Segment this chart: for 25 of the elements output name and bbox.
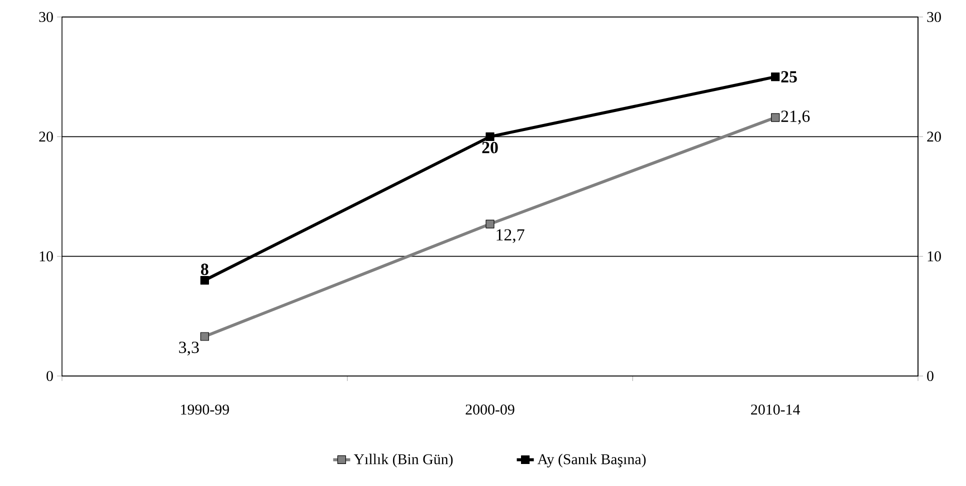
y2-tick-label: 30: [927, 12, 941, 22]
point: [200, 276, 209, 285]
y2-tick-label: 0: [927, 370, 934, 382]
legend-label: Ay (Sanık Başına): [537, 454, 646, 468]
x-tick-label: 2000-09: [466, 404, 514, 415]
point: [486, 132, 494, 141]
data-label: 20: [482, 142, 498, 154]
point: [200, 332, 209, 341]
y2-tick-label: 20: [927, 132, 941, 142]
legend-label: Yıllık (Bin Gün): [354, 454, 453, 468]
y-tick-label: 10: [40, 251, 53, 262]
data-label: 3,3: [179, 342, 199, 356]
y-tick-label: 0: [46, 370, 53, 382]
y-tick-label: 30: [39, 12, 53, 22]
point: [771, 72, 780, 82]
data-label: 12,7: [496, 229, 524, 244]
data-label: 8: [200, 264, 208, 276]
data-label: 21,6: [781, 110, 810, 124]
point: [771, 113, 780, 122]
data-label: 25: [781, 71, 797, 83]
y-tick-label: 20: [39, 132, 53, 142]
y2-tick-label: 10: [928, 251, 941, 262]
x-tick-label: 2010-14: [751, 404, 800, 415]
x-tick-label: 1990-99: [181, 404, 229, 415]
point: [486, 220, 494, 228]
